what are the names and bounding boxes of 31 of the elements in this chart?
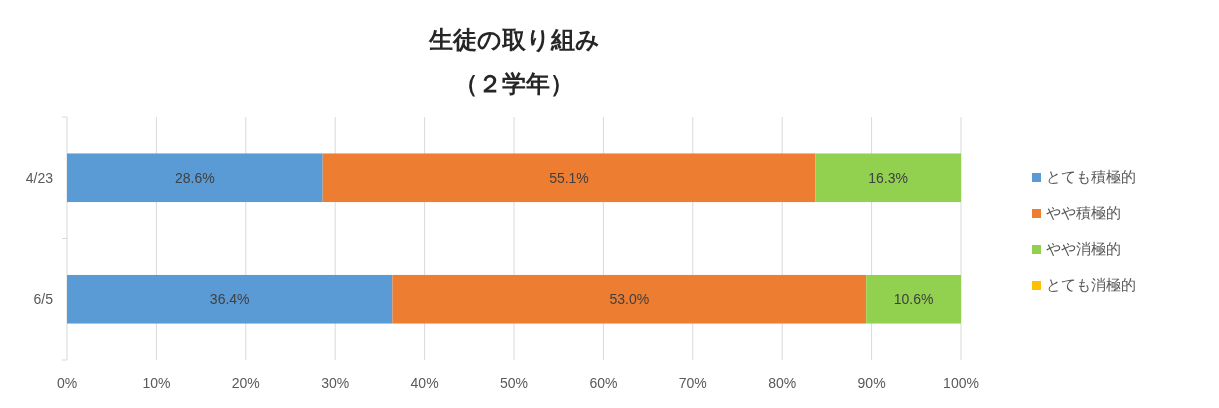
x-tick-label: 40% xyxy=(410,375,439,391)
data-label: 55.1% xyxy=(549,169,589,186)
chart-subtitle: （２学年） xyxy=(454,70,574,97)
data-label: 10.6% xyxy=(893,291,934,308)
chart-title: 生徒の取り組み xyxy=(427,26,600,53)
legend-label: やや消極的 xyxy=(1046,240,1121,257)
x-tick-label: 60% xyxy=(589,375,618,391)
x-tick-label: 100% xyxy=(943,375,979,391)
bar xyxy=(815,153,961,203)
data-label: 53.0% xyxy=(609,291,650,308)
y-tick-label: 4/23 xyxy=(25,169,54,186)
legend-label: やや積極的 xyxy=(1046,204,1121,221)
bar xyxy=(67,153,323,203)
x-tick-label: 90% xyxy=(857,375,886,391)
bar xyxy=(67,274,393,324)
bar xyxy=(866,274,961,324)
bar xyxy=(322,153,816,203)
bar xyxy=(392,274,867,324)
data-label: 28.6% xyxy=(174,169,215,186)
x-tick-label: 0% xyxy=(56,375,78,391)
data-label: 36.4% xyxy=(209,291,250,308)
y-tick-label: 6/5 xyxy=(33,291,54,308)
x-tick-label: 80% xyxy=(768,375,797,391)
x-tick-label: 70% xyxy=(678,375,707,391)
x-tick-label: 10% xyxy=(142,375,171,391)
legend-label: とても消極的 xyxy=(1046,276,1136,293)
x-tick-label: 50% xyxy=(499,375,529,391)
legend-label: とても積極的 xyxy=(1046,168,1136,185)
x-tick-label: 20% xyxy=(231,375,260,391)
x-tick-label: 30% xyxy=(321,375,350,391)
data-label: 16.3% xyxy=(868,169,908,186)
